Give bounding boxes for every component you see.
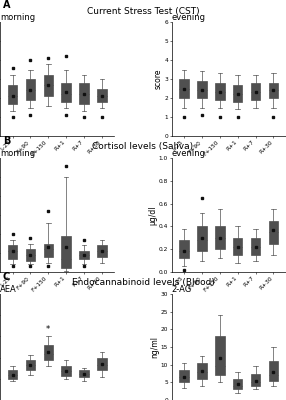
Y-axis label: score: score [154,69,163,89]
PathPatch shape [197,363,206,379]
PathPatch shape [97,245,106,257]
PathPatch shape [8,370,17,379]
PathPatch shape [61,83,71,102]
PathPatch shape [215,226,225,249]
PathPatch shape [269,221,278,244]
PathPatch shape [197,226,206,252]
Text: Cortisol levels (Saliva): Cortisol levels (Saliva) [92,142,194,152]
PathPatch shape [251,374,260,386]
Y-axis label: ng/ml: ng/ml [150,336,159,358]
PathPatch shape [97,88,106,102]
Text: B: B [3,136,10,146]
PathPatch shape [26,360,35,370]
PathPatch shape [80,370,89,377]
Text: AEA: AEA [0,285,17,294]
Text: Endocannabinoid levels (Blood): Endocannabinoid levels (Blood) [72,278,214,288]
PathPatch shape [80,251,89,259]
Y-axis label: µg/dl: µg/dl [148,205,157,225]
PathPatch shape [233,238,242,255]
Text: morning: morning [0,149,35,158]
PathPatch shape [180,79,189,98]
PathPatch shape [44,75,53,96]
PathPatch shape [233,379,242,390]
PathPatch shape [80,83,89,104]
Text: C: C [3,272,10,282]
Text: morning: morning [0,13,35,22]
PathPatch shape [215,336,225,375]
PathPatch shape [8,85,17,104]
PathPatch shape [215,83,225,100]
PathPatch shape [233,85,242,102]
PathPatch shape [269,361,278,380]
PathPatch shape [197,81,206,98]
PathPatch shape [61,366,71,376]
PathPatch shape [251,238,260,255]
PathPatch shape [44,345,53,360]
PathPatch shape [44,244,53,257]
PathPatch shape [26,249,35,261]
Text: *: * [46,325,50,334]
PathPatch shape [180,370,189,382]
PathPatch shape [61,236,71,268]
PathPatch shape [8,245,17,259]
Text: evening: evening [172,149,206,158]
Text: 2-AG: 2-AG [172,285,192,294]
Text: A: A [3,0,10,10]
PathPatch shape [251,83,260,100]
PathPatch shape [269,83,278,98]
Text: Current Stress Test (CST): Current Stress Test (CST) [87,6,199,16]
Text: evening: evening [172,13,206,22]
PathPatch shape [26,79,35,100]
PathPatch shape [97,358,106,370]
PathPatch shape [180,240,189,258]
